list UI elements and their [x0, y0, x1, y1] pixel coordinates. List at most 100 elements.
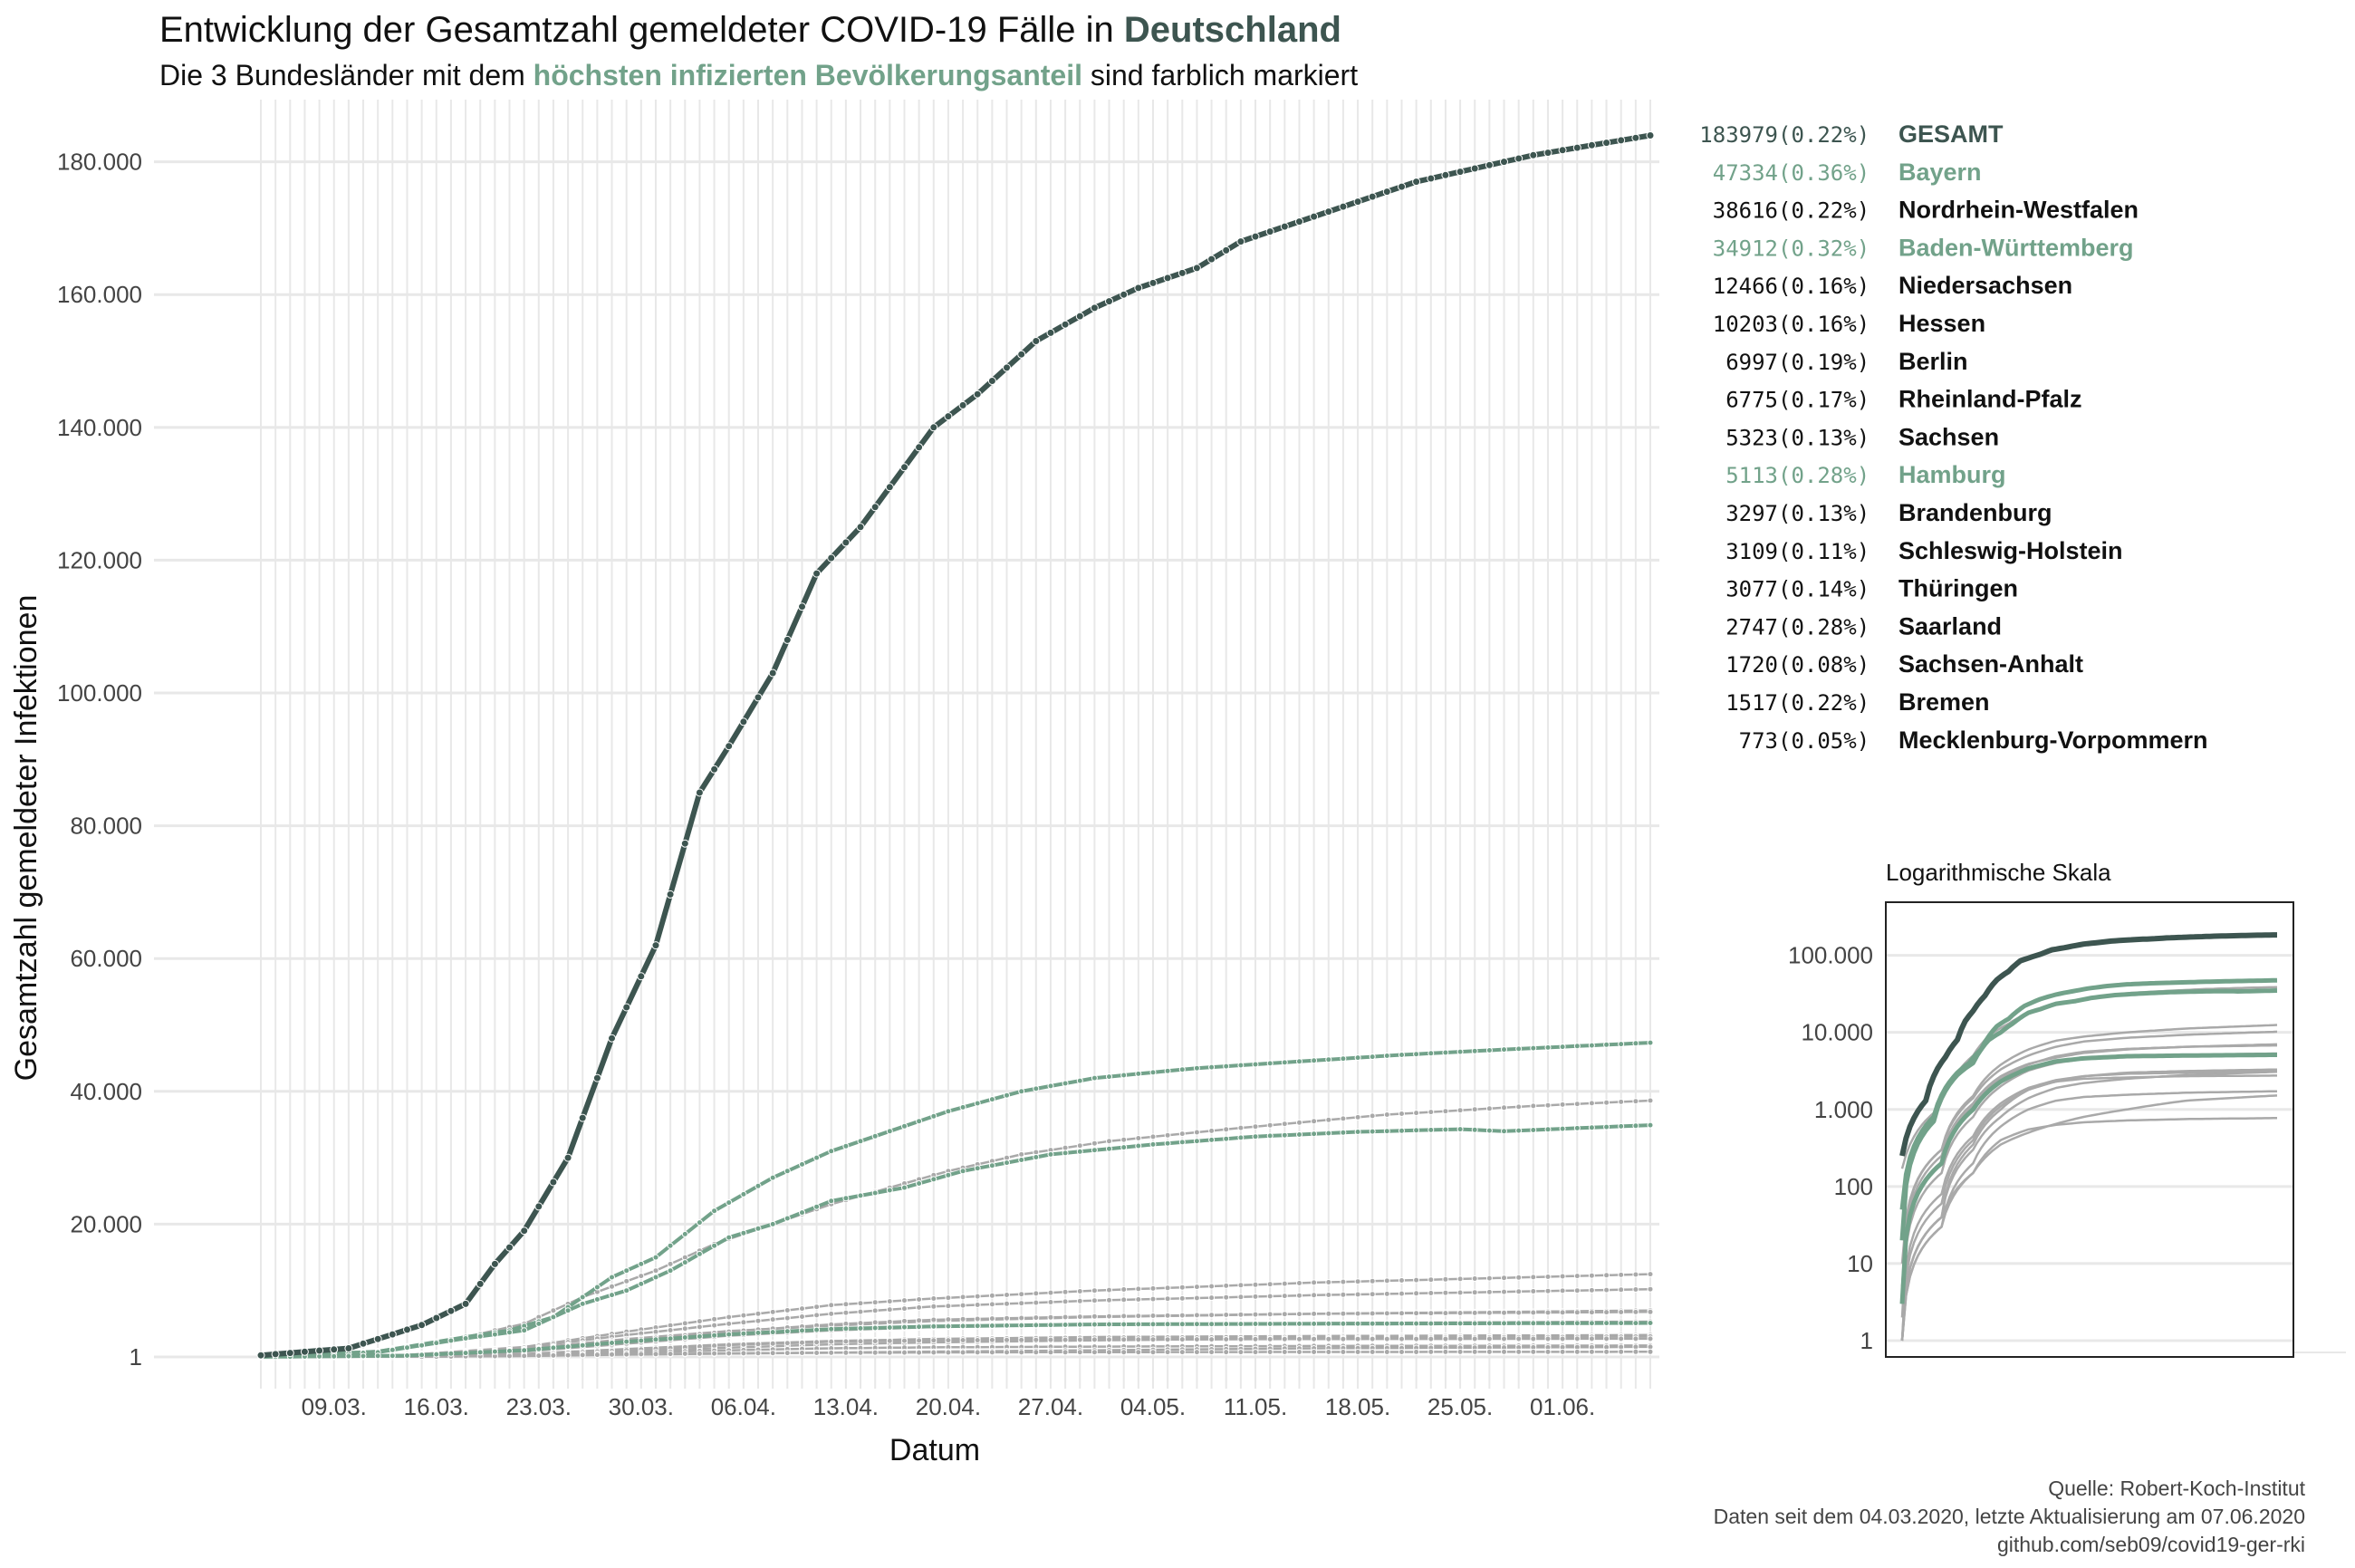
series-point — [609, 1283, 615, 1290]
y-axis-label: Gesamtzahl gemeldeter Infektionen — [9, 595, 43, 1082]
series-point — [696, 1350, 703, 1357]
series-point — [901, 1297, 908, 1304]
series-point — [564, 1307, 572, 1314]
series-point — [1135, 1285, 1142, 1293]
series-point — [1296, 1320, 1302, 1327]
series-point — [1427, 174, 1436, 183]
series-point — [681, 1230, 688, 1237]
inset-y-tick-label: 100.000 — [1788, 942, 1873, 969]
inset-series-line — [1899, 977, 2278, 1210]
series-point — [1296, 1335, 1302, 1342]
series-point — [1266, 1311, 1274, 1318]
series-point — [711, 1350, 718, 1357]
series-point — [901, 1305, 908, 1313]
series-point — [593, 1341, 601, 1348]
x-tick-label: 18.05. — [1325, 1393, 1390, 1420]
series-point — [1399, 1290, 1405, 1297]
series-point — [813, 1203, 821, 1210]
series-point — [1062, 1144, 1069, 1151]
series-point — [1062, 1336, 1069, 1343]
series-point — [1515, 1103, 1523, 1111]
series-point — [1208, 1312, 1216, 1319]
series-point — [1530, 1309, 1537, 1316]
series-point — [1618, 1335, 1625, 1342]
series-point — [315, 1346, 324, 1355]
series-point — [1603, 1335, 1610, 1342]
series-point — [1004, 1349, 1010, 1356]
series-point — [1311, 1292, 1318, 1299]
series-point — [945, 1303, 952, 1310]
series-point — [1383, 1277, 1390, 1284]
series-point — [755, 1310, 762, 1317]
series-point — [945, 1294, 952, 1302]
x-tick-label: 11.05. — [1224, 1393, 1287, 1420]
legend-value: 2747 — [1725, 614, 1778, 640]
series-point — [1091, 1140, 1098, 1147]
series-point — [1515, 1335, 1523, 1342]
series-point — [1120, 1349, 1128, 1356]
series-point — [1296, 1292, 1302, 1299]
series-point — [1178, 1130, 1186, 1138]
series-point — [1530, 1320, 1537, 1327]
series-point — [638, 1337, 645, 1344]
series-point — [929, 423, 938, 432]
series-point — [521, 1352, 528, 1360]
chart-title-country: Deutschland — [1124, 10, 1341, 50]
series-point — [1091, 1336, 1098, 1343]
series-point — [1178, 1349, 1186, 1356]
series-point — [1149, 1133, 1157, 1140]
series-point — [769, 1220, 776, 1227]
series-point — [1047, 1289, 1054, 1296]
series-point — [1515, 1348, 1523, 1355]
series-point — [1018, 1291, 1025, 1298]
series-point — [959, 1323, 966, 1330]
series-point — [959, 1315, 966, 1323]
series-point — [988, 1336, 995, 1343]
series-point — [726, 1331, 733, 1338]
series-point — [667, 1327, 674, 1333]
series-point — [769, 1350, 776, 1357]
series-point — [1442, 1335, 1449, 1342]
series-point — [1076, 1148, 1083, 1155]
series-point — [1471, 1335, 1478, 1342]
series-point — [1413, 1127, 1420, 1134]
legend-share: (0.32%) — [1778, 236, 1870, 261]
series-point — [491, 1331, 498, 1338]
inset-series-line — [1900, 1024, 2278, 1287]
inset-series-line — [1900, 1090, 2278, 1342]
series-point — [901, 1317, 908, 1324]
series-point — [1501, 1275, 1507, 1282]
series-point — [1252, 1281, 1259, 1288]
legend-value: 5323 — [1725, 425, 1778, 450]
series-point — [404, 1352, 410, 1359]
y-tick-label: 60.000 — [70, 945, 142, 972]
series-point — [1369, 1310, 1376, 1317]
series-point — [1193, 1294, 1200, 1302]
legend-name: Schleswig-Holstein — [1898, 537, 2123, 564]
series-point — [1281, 1320, 1288, 1327]
series-point — [1208, 1283, 1216, 1290]
series-point — [988, 1162, 995, 1169]
series-point — [886, 1298, 893, 1305]
series-point — [1471, 1309, 1478, 1316]
series-point — [1075, 312, 1084, 321]
series-point — [1325, 1292, 1332, 1298]
series-point — [1632, 1098, 1639, 1105]
series-point — [418, 1342, 426, 1349]
series-point — [1178, 268, 1187, 277]
series-point — [769, 1329, 776, 1336]
series-point — [1559, 1335, 1566, 1342]
series-point — [871, 1319, 879, 1326]
series-point — [1193, 1321, 1200, 1328]
series-point — [1632, 1308, 1639, 1315]
series-point — [1076, 1288, 1083, 1294]
series-point — [1588, 1320, 1595, 1327]
series-point — [886, 1187, 893, 1194]
x-tick-label: 25.05. — [1427, 1393, 1493, 1420]
series-point — [1456, 168, 1465, 177]
series-point — [1369, 1335, 1376, 1342]
series-point — [1106, 1145, 1112, 1152]
series-point — [637, 972, 646, 981]
series-point — [783, 635, 792, 644]
legend-share: (0.05%) — [1778, 728, 1870, 754]
